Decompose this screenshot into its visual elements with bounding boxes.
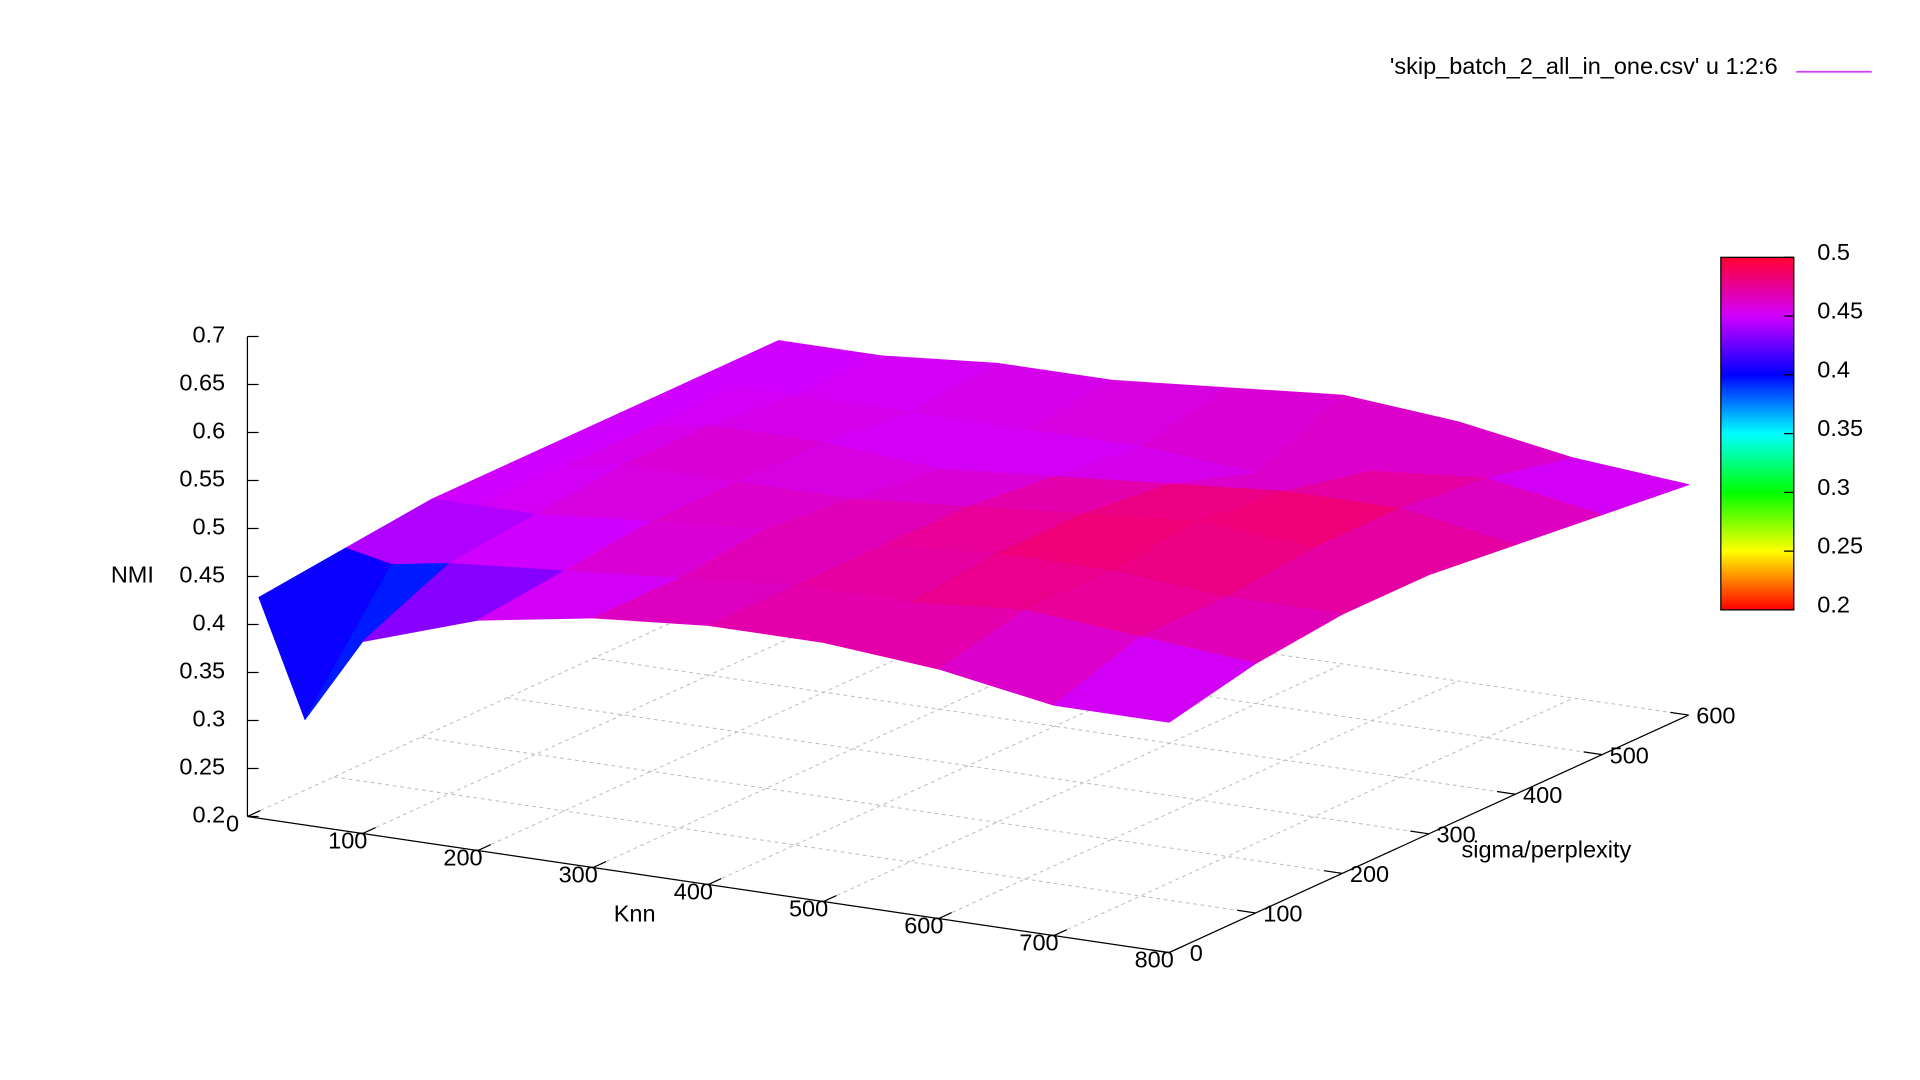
x-tick-label: 100	[328, 827, 367, 853]
y-tick	[1496, 790, 1516, 795]
z-tick-label: 0.35	[179, 658, 225, 684]
z-tick-label: 0.55	[179, 466, 225, 492]
colorbar-tick-label: 0.45	[1817, 298, 1863, 324]
z-tick-label: 0.25	[179, 754, 225, 780]
z-tick-label: 0.2	[192, 802, 225, 828]
y-tick-label: 300	[1436, 821, 1475, 847]
y-tick	[1150, 949, 1170, 954]
x-tick-label: 500	[789, 895, 828, 921]
colorbar-tick-label: 0.4	[1817, 356, 1850, 382]
x-tick	[477, 844, 492, 852]
colorbar-tick-label: 0.3	[1817, 474, 1850, 500]
colorbar	[1720, 256, 1795, 611]
y-tick-label: 200	[1350, 861, 1389, 887]
x-axis-label: Knn	[614, 901, 656, 927]
y-tick	[1410, 830, 1429, 835]
z-axis-label: NMI	[111, 562, 154, 588]
x-tick	[707, 878, 722, 886]
x-tick	[938, 912, 952, 920]
y-axis-label: sigma/perplexity	[1461, 836, 1631, 862]
x-tick-label: 700	[1019, 929, 1058, 955]
grid-line	[1053, 697, 1574, 937]
x-tick	[1168, 946, 1183, 954]
grid-line	[420, 736, 1343, 874]
y-tick	[1583, 751, 1603, 756]
y-tick-label: 600	[1696, 703, 1735, 729]
y-tick-label: 400	[1523, 782, 1562, 808]
z-tick-label: 0.3	[192, 706, 225, 732]
y-tick-label: 500	[1610, 742, 1649, 768]
legend-label: 'skip_batch_2_all_in_one.csv' u 1:2:6	[1390, 53, 1778, 79]
x-tick	[1053, 929, 1068, 937]
z-tick-label: 0.65	[179, 370, 225, 396]
surface-patch	[1053, 636, 1257, 723]
y-tick	[1323, 870, 1343, 875]
colorbar-tick-label: 0.35	[1817, 415, 1863, 441]
x-tick-label: 200	[443, 844, 482, 870]
z-tick-label: 0.4	[192, 610, 225, 636]
x-tick	[247, 809, 261, 818]
y-tick-label: 100	[1263, 901, 1302, 927]
z-tick-label: 0.6	[192, 418, 225, 444]
colorbar-tick-label: 0.25	[1817, 533, 1863, 559]
z-tick-label: 0.7	[192, 322, 225, 348]
y-tick	[1670, 711, 1689, 716]
x-tick	[362, 827, 376, 835]
y-tick	[1237, 909, 1256, 914]
x-tick-label: 300	[559, 861, 598, 887]
colorbar-tick-label: 0.5	[1817, 239, 1850, 265]
z-tick-label: 0.45	[179, 562, 225, 588]
colorbar-tick-label: 0.2	[1817, 591, 1850, 617]
x-tick-label: 0	[226, 810, 239, 836]
y-tick-label: 0	[1190, 940, 1203, 966]
x-tick-label: 600	[904, 912, 943, 938]
x-tick	[823, 895, 837, 903]
z-tick-label: 0.5	[192, 514, 225, 540]
x-tick-label: 400	[674, 878, 713, 904]
x-tick	[592, 861, 607, 869]
